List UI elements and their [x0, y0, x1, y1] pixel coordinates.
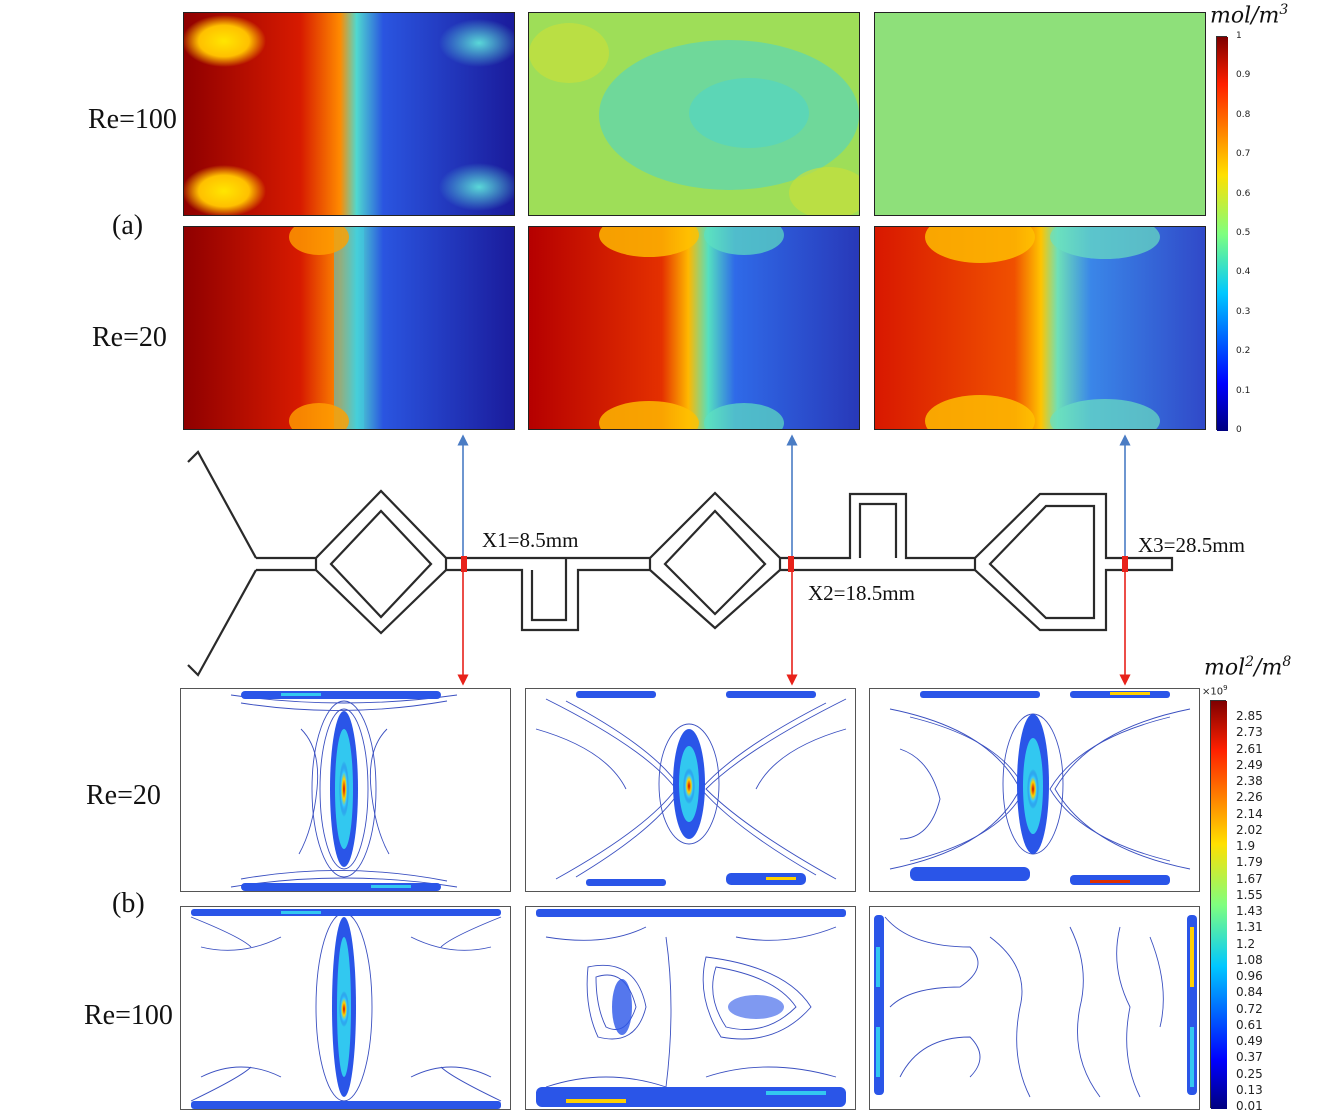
colorbar-b-tick-label: 2.02 — [1236, 822, 1263, 837]
colorbar-a-tick-label: 0 — [1236, 425, 1242, 435]
colorbar-b-tick-label: 0.61 — [1236, 1017, 1263, 1032]
row-label-b-bottom: Re=100 — [84, 1000, 173, 1031]
row-label-b-top: Re=20 — [86, 780, 161, 811]
micromixer-channel-diagram — [187, 450, 1174, 677]
colorbar-a-tick-label: 0.1 — [1236, 385, 1251, 396]
colorbar-b-tick-label: 2.26 — [1236, 790, 1263, 805]
colorbar-b-tick-label: 0.84 — [1236, 985, 1263, 1000]
colorbar-b-tick-label: 2.49 — [1236, 757, 1263, 772]
colorbar-a-tick-label: 0.3 — [1236, 306, 1251, 317]
position-label-x1: X1=8.5mm — [482, 528, 579, 552]
colorbar-a-tick-label: 0.9 — [1236, 70, 1251, 81]
colorbar-b-tick-label: 0.25 — [1236, 1066, 1263, 1081]
concentration-map-re20-x2 — [528, 226, 860, 430]
colorbar-b-unit: mol2/m8 — [1204, 654, 1292, 681]
contour-map-re20-x1 — [180, 688, 511, 892]
colorbar-a-tick-label: 0.4 — [1236, 267, 1251, 278]
colorbar-a-unit: mol/m3 — [1210, 2, 1289, 29]
section-arrows — [457, 434, 1131, 686]
colorbar-b-tick-label: 0.96 — [1236, 969, 1263, 983]
contour-map-re100-x3 — [869, 906, 1200, 1110]
position-label-x2: X2=18.5mm — [808, 581, 915, 605]
colorbar-b-tick-label: 1.43 — [1236, 904, 1263, 918]
colorbar-a-tick-label: 0.2 — [1236, 346, 1251, 357]
contour-map-re20-x2 — [525, 688, 856, 892]
colorbar-b-tick-label: 2.73 — [1236, 725, 1263, 740]
colorbar-b-tick-label: 1.2 — [1236, 936, 1256, 951]
contour-map-re100-x1 — [180, 906, 511, 1110]
concentration-map-re20-x1 — [183, 226, 515, 430]
contour-map-re20-x3 — [869, 688, 1200, 892]
colorbar-b-tick-label: 1.9 — [1236, 839, 1256, 853]
colorbar-b-tick-label: 2.85 — [1236, 709, 1263, 723]
section-label-a: (a) — [112, 210, 144, 241]
colorbar-b-tick-label: 0.37 — [1236, 1050, 1263, 1065]
colorbar-b-tick-label: 1.31 — [1236, 920, 1263, 935]
colorbar-b-tick-label: 0.72 — [1236, 1001, 1263, 1016]
colorbar-b-tick-label: 1.55 — [1236, 887, 1263, 902]
colorbar-b-tick-label: 1.08 — [1236, 952, 1263, 967]
position-label-x3: X3=28.5mm — [1138, 533, 1245, 557]
colorbar-b-tick-label: 1.67 — [1236, 871, 1263, 886]
colorbar-b-tick-label: 2.14 — [1236, 806, 1263, 821]
row-label-a-bottom: Re=20 — [92, 322, 167, 353]
colorbar-a-tick-label: 0.6 — [1236, 188, 1251, 199]
row-label-a-top: Re=100 — [88, 104, 177, 135]
colorbar-a — [1216, 36, 1228, 431]
concentration-map-re100-x2 — [528, 12, 860, 216]
colorbar-a-tick-label: 0.5 — [1236, 228, 1251, 238]
colorbar-b-tick-label: 2.38 — [1236, 774, 1263, 788]
colorbar-a-tick-label: 1 — [1236, 31, 1242, 41]
colorbar-b-tick-label: 2.61 — [1236, 741, 1263, 756]
colorbar-a-tick-label: 0.8 — [1236, 109, 1251, 120]
colorbar-b-tick-label: 0.49 — [1236, 1034, 1263, 1048]
contour-map-re100-x2 — [525, 906, 856, 1110]
concentration-map-re20-x3 — [874, 226, 1206, 430]
colorbar-b-multiplier: ×109 — [1202, 684, 1228, 698]
concentration-map-re100-x3 — [874, 12, 1206, 216]
section-label-b: (b) — [112, 888, 145, 919]
concentration-map-re100-x1 — [183, 12, 515, 216]
colorbar-b-tick-label: 0.01 — [1236, 1099, 1263, 1113]
colorbar-b-tick-label: 1.79 — [1236, 855, 1263, 870]
colorbar-a-tick-label: 0.7 — [1236, 149, 1251, 160]
colorbar-b-tick-label: 0.13 — [1236, 1082, 1263, 1097]
colorbar-b — [1210, 700, 1227, 1109]
